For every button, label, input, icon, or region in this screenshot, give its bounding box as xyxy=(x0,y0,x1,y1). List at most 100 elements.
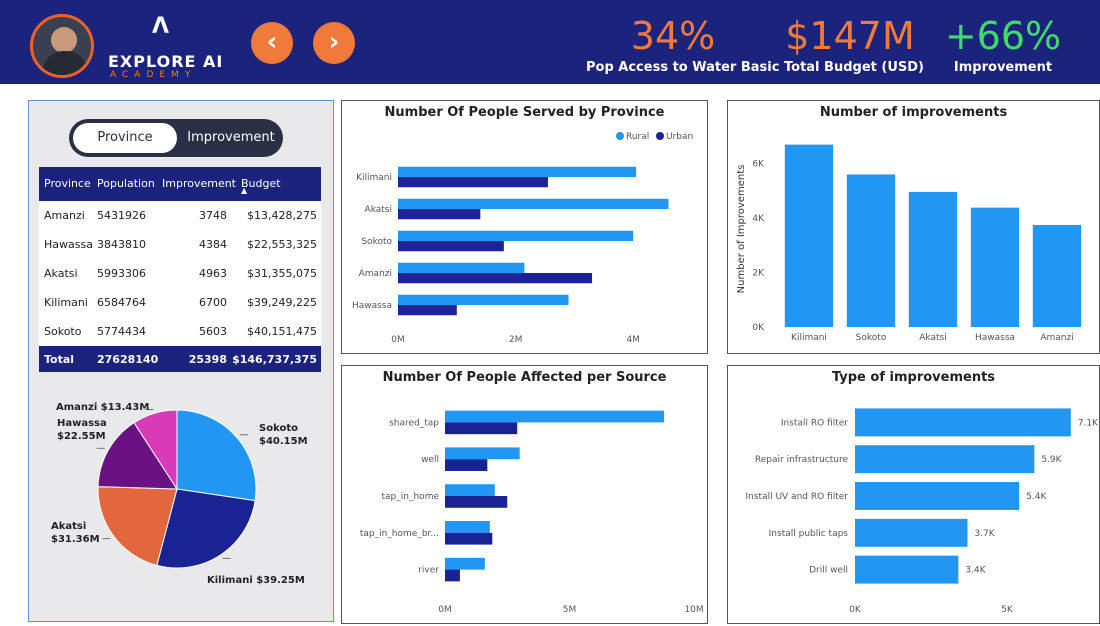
kpi-value: +66% xyxy=(944,14,1062,58)
bar-hawassa xyxy=(970,207,1020,327)
table-header: Province Population Improvement Budget ▲ xyxy=(39,167,321,201)
served-by-province-chart: Kilimani Akatsi Sokoto Amanzi Hawassa 0M 2M 4M R… xyxy=(352,132,693,345)
y-tick-label: tap_in_home xyxy=(382,492,440,502)
kpi-label: Pop Access to Water Basic xyxy=(586,60,780,75)
pie-label-value: $22.55M xyxy=(57,431,106,442)
view-toggle[interactable]: Province Improvement xyxy=(69,119,283,157)
cell-population: 5993306 xyxy=(97,267,146,280)
x-tick-label: Akatsi xyxy=(919,333,946,343)
y-axis-label: Number of Improvements xyxy=(736,165,747,294)
bar-urban-akatsi xyxy=(398,209,481,220)
bar-rural-river xyxy=(445,557,485,570)
column-header-budget[interactable]: Budget xyxy=(241,177,281,190)
x-tick-label: 4M xyxy=(626,335,640,345)
brand-mark-icon: Λ xyxy=(152,14,170,39)
bar-urban-shared-tap xyxy=(445,422,518,435)
data-label: 5.9K xyxy=(1041,455,1062,465)
x-tick-label: 2M xyxy=(509,335,522,345)
bar-urban-kilimani xyxy=(398,177,548,188)
total-budget: $146,737,375 xyxy=(232,353,317,366)
served-by-province-card: Number Of People Served by Province Kili… xyxy=(341,100,708,354)
bar-rural-amanzi xyxy=(398,262,525,273)
legend-marker-urban xyxy=(656,132,664,140)
bar-rural-akatsi xyxy=(398,198,669,209)
table-row[interactable]: Sokoto 5774434 5603 $40,151,475 xyxy=(39,317,321,346)
bar-rural-tap-in-home-br--- xyxy=(445,521,490,533)
bar-rural-well xyxy=(445,447,520,460)
y-tick-label: 0K xyxy=(752,323,765,333)
improvement-types-card: Type of improvements Install RO filter 7.… xyxy=(727,365,1100,624)
x-tick-label: 10M xyxy=(684,605,703,615)
bar-repair-infrastructure xyxy=(855,445,1035,474)
affected-per-source-card: Number Of People Affected per Source sha… xyxy=(341,365,708,624)
cell-budget: $39,249,225 xyxy=(247,296,317,309)
y-tick-label: Install RO filter xyxy=(781,418,848,428)
chevron-left-icon: ‹ xyxy=(266,27,278,57)
bar-sokoto xyxy=(846,174,896,327)
summary-panel: Province Improvement Province Population… xyxy=(28,100,334,622)
bar-rural-kilimani xyxy=(398,166,637,177)
cell-population: 5774434 xyxy=(97,325,146,338)
bar-urban-amanzi xyxy=(398,273,593,284)
total-improvement: 25398 xyxy=(188,353,227,366)
y-tick-label: 6K xyxy=(752,160,765,170)
data-label: 3.7K xyxy=(974,529,995,539)
chart-title: Number Of People Served by Province xyxy=(384,105,665,120)
next-page-button[interactable]: › xyxy=(313,22,355,64)
bar-rural-shared-tap xyxy=(445,410,665,423)
cell-province: Sokoto xyxy=(44,325,82,338)
bar-urban-hawassa xyxy=(398,305,457,316)
y-tick-label: Install public taps xyxy=(769,529,849,539)
previous-page-button[interactable]: ‹ xyxy=(251,22,293,64)
x-tick-label: Kilimani xyxy=(791,333,827,343)
cell-improvement: 6700 xyxy=(199,296,227,309)
cell-population: 5431926 xyxy=(97,209,146,222)
cell-budget: $13,428,275 xyxy=(247,209,317,222)
legend-label: Rural xyxy=(626,132,649,142)
pie-slice-hawassa xyxy=(97,422,178,490)
y-tick-label: 2K xyxy=(752,269,765,279)
cell-province: Kilimani xyxy=(44,296,88,309)
bar-urban-tap-in-home-br--- xyxy=(445,532,493,545)
bar-urban-sokoto xyxy=(398,241,504,252)
province-table: Province Population Improvement Budget ▲… xyxy=(39,167,321,372)
cell-province: Amanzi xyxy=(44,209,85,222)
y-tick-label: Akatsi xyxy=(365,205,392,215)
pie-label: Hawassa xyxy=(57,418,107,429)
table-row[interactable]: Akatsi 5993306 4963 $31,355,075 xyxy=(39,259,321,288)
cell-population: 6584764 xyxy=(97,296,146,309)
legend-marker-rural xyxy=(616,132,624,140)
bar-rural-hawassa xyxy=(398,294,569,305)
pie-slice-kilimani xyxy=(156,488,256,569)
cell-improvement: 3748 xyxy=(199,209,227,222)
toggle-province[interactable]: Province xyxy=(73,123,177,153)
table-row[interactable]: Amanzi 5431926 3748 $13,428,275 xyxy=(39,201,321,230)
column-header-population[interactable]: Population xyxy=(97,177,155,190)
table-row[interactable]: Kilimani 6584764 6700 $39,249,225 xyxy=(39,288,321,317)
improvements-count-chart: 0K 2K 4K 6K Number of Improvements Kilimani So… xyxy=(736,144,1082,343)
budget-pie-chart: Sokoto $40.15M Kilimani $39.25M Akatsi $31.3… xyxy=(51,402,308,586)
pie-label-value: $40.15M xyxy=(259,436,308,447)
total-label: Total xyxy=(44,353,75,366)
cell-budget: $22,553,325 xyxy=(247,238,317,251)
x-tick-label: Sokoto xyxy=(856,333,887,343)
brand-subname: ACADEMY xyxy=(110,70,197,80)
table-row[interactable]: Hawassa 3843810 4384 $22,553,325 xyxy=(39,230,321,259)
pie-label-value: $31.36M xyxy=(51,534,100,545)
bar-install-ro-filter xyxy=(855,408,1071,437)
y-tick-label: shared_tap xyxy=(389,418,439,428)
y-tick-label: Sokoto xyxy=(361,237,392,247)
y-tick-label: Drill well xyxy=(809,566,848,576)
kpi-label: Improvement xyxy=(953,60,1053,75)
x-tick-label: Amanzi xyxy=(1040,333,1073,343)
cell-budget: $40,151,475 xyxy=(247,325,317,338)
x-tick-label: 5K xyxy=(1001,605,1014,615)
kpi-value: 34% xyxy=(630,14,716,58)
pie-slice-sokoto xyxy=(176,409,257,502)
column-header-improvement[interactable]: Improvement xyxy=(162,177,236,190)
toggle-improvement[interactable]: Improvement xyxy=(187,130,275,145)
column-header-province[interactable]: Province xyxy=(44,177,91,190)
chart-title: Number of improvements xyxy=(819,105,1008,120)
y-tick-label: river xyxy=(418,566,439,576)
